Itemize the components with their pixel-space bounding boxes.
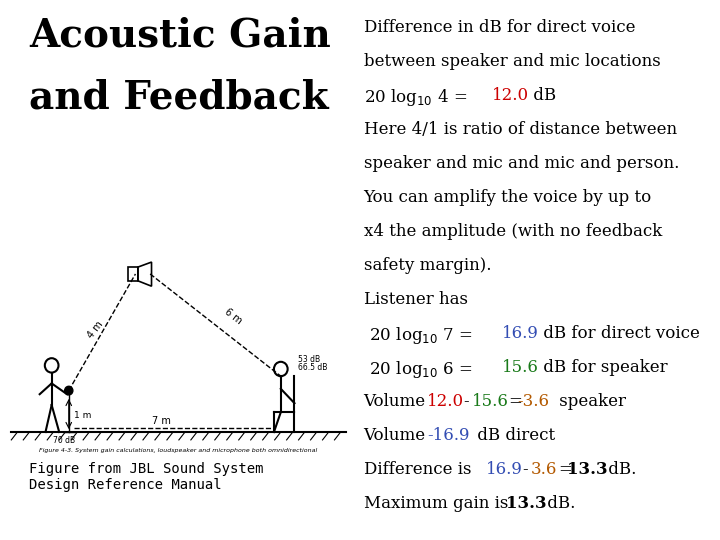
Text: x4 the amplitude (with no feedback: x4 the amplitude (with no feedback (364, 223, 662, 240)
Text: 12.0: 12.0 (427, 393, 464, 410)
Text: speaker and mic and mic and person.: speaker and mic and mic and person. (364, 155, 679, 172)
Text: 13.3: 13.3 (567, 461, 608, 478)
Text: dB: dB (528, 87, 556, 104)
Text: dB for speaker: dB for speaker (538, 359, 667, 376)
Text: 16.9: 16.9 (502, 325, 539, 342)
Text: =: = (558, 461, 572, 478)
Text: 20 log$_{10}$ 7 =: 20 log$_{10}$ 7 = (364, 325, 474, 346)
Text: -16.9: -16.9 (427, 427, 469, 444)
Text: and Feedback: and Feedback (29, 78, 328, 116)
Text: 15.6: 15.6 (502, 359, 539, 376)
Text: -3.6: -3.6 (518, 393, 549, 410)
Circle shape (65, 386, 73, 395)
Text: 7 m: 7 m (152, 416, 171, 426)
Text: You can amplify the voice by up to: You can amplify the voice by up to (364, 189, 652, 206)
Text: Difference in dB for direct voice: Difference in dB for direct voice (364, 19, 635, 36)
Text: Figure 4-3. System gain calculations, loudspeaker and microphone both omnidirect: Figure 4-3. System gain calculations, lo… (39, 448, 318, 453)
Text: Listener has: Listener has (364, 291, 467, 308)
Text: -: - (522, 461, 528, 478)
Text: -: - (463, 393, 469, 410)
Text: 1 m: 1 m (74, 411, 91, 420)
Text: 66.5 dB: 66.5 dB (298, 363, 328, 372)
Text: 4 m: 4 m (86, 320, 105, 340)
Text: 13.3: 13.3 (506, 495, 546, 512)
Text: 70 dB: 70 dB (53, 436, 76, 445)
Text: dB direct: dB direct (472, 427, 555, 444)
Text: dB.: dB. (542, 495, 575, 512)
Text: 20 log$_{10}$ 6 =: 20 log$_{10}$ 6 = (364, 359, 474, 380)
Text: 12.0: 12.0 (492, 87, 529, 104)
Text: Maximum gain is: Maximum gain is (364, 495, 513, 512)
Text: 6 m: 6 m (222, 307, 243, 326)
Text: Volume: Volume (364, 427, 431, 444)
Text: 3.6: 3.6 (531, 461, 557, 478)
Text: 53 dB: 53 dB (298, 355, 320, 364)
Text: Acoustic Gain: Acoustic Gain (29, 16, 330, 54)
Text: Figure from JBL Sound System
Design Reference Manual: Figure from JBL Sound System Design Refe… (29, 462, 264, 492)
Text: between speaker and mic locations: between speaker and mic locations (364, 53, 660, 70)
Text: =: = (508, 393, 522, 410)
Text: 16.9: 16.9 (486, 461, 523, 478)
Text: dB.: dB. (603, 461, 636, 478)
Text: speaker: speaker (554, 393, 626, 410)
Text: 20 log$_{10}$ 4 =: 20 log$_{10}$ 4 = (364, 87, 469, 108)
Text: Volume: Volume (364, 393, 431, 410)
Text: Difference is: Difference is (364, 461, 477, 478)
Text: 15.6: 15.6 (472, 393, 509, 410)
Text: safety margin).: safety margin). (364, 257, 491, 274)
Text: Here 4/1 is ratio of distance between: Here 4/1 is ratio of distance between (364, 121, 677, 138)
Text: dB for direct voice: dB for direct voice (538, 325, 700, 342)
